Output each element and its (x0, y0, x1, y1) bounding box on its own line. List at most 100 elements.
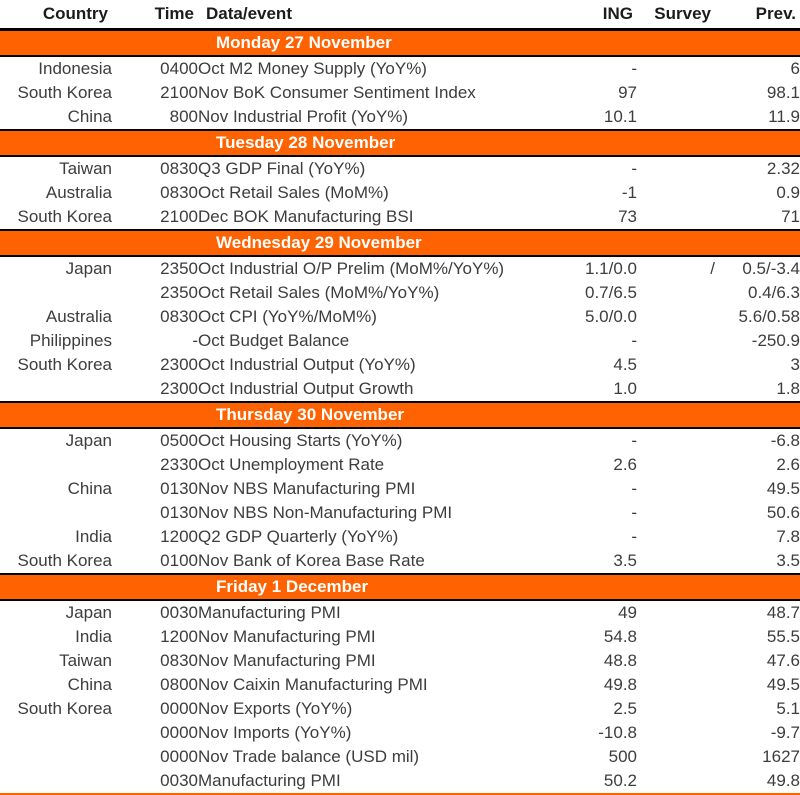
calendar-row: Taiwan 0830 Nov Manufacturing PMI 48.8 4… (0, 649, 800, 673)
ing-cell: 3.5 (560, 549, 637, 574)
prev-cell: 0.5/-3.4 (715, 256, 800, 281)
day-section-row: Thursday 30 November (0, 401, 800, 429)
country-cell (0, 281, 112, 305)
prev-cell: 6 (715, 56, 800, 81)
calendar-row: India 1200 Nov Manufacturing PMI 54.8 55… (0, 625, 800, 649)
prev-cell: -250.9 (715, 329, 800, 353)
time-cell: 2350 (112, 256, 198, 281)
day-section-row: Friday 1 December (0, 573, 800, 601)
time-cell: 0030 (112, 600, 198, 625)
day-section-title: Thursday 30 November (0, 401, 800, 429)
ing-cell: - (560, 525, 637, 549)
event-cell: Oct Industrial O/P Prelim (MoM%/YoY%) (198, 256, 560, 281)
prev-cell: 11.9 (715, 105, 800, 130)
survey-cell (637, 501, 715, 525)
event-cell: Manufacturing PMI (198, 600, 560, 625)
ing-cell: 5.0/0.0 (560, 305, 637, 329)
event-cell: Nov NBS Non-Manufacturing PMI (198, 501, 560, 525)
country-cell (0, 453, 112, 477)
event-cell: Nov NBS Manufacturing PMI (198, 477, 560, 501)
ing-cell: 1.1/0.0 (560, 256, 637, 281)
event-cell: Manufacturing PMI (198, 769, 560, 794)
time-cell: - (112, 329, 198, 353)
calendar-row: 0000 Nov Trade balance (USD mil) 500 162… (0, 745, 800, 769)
column-header-time: Time (112, 0, 198, 31)
survey-cell (637, 525, 715, 549)
country-cell: Indonesia (0, 56, 112, 81)
country-cell: Australia (0, 181, 112, 205)
prev-cell: 47.6 (715, 649, 800, 673)
prev-cell: 7.8 (715, 525, 800, 549)
country-cell: South Korea (0, 697, 112, 721)
country-cell: China (0, 105, 112, 130)
prev-cell: -9.7 (715, 721, 800, 745)
day-section-title: Tuesday 28 November (0, 129, 800, 157)
survey-cell (637, 329, 715, 353)
calendar-row: China 800 Nov Industrial Profit (YoY%) 1… (0, 105, 800, 130)
time-cell: 0030 (112, 769, 198, 794)
calendar-row: India 1200 Q2 GDP Quarterly (YoY%) - 7.8 (0, 525, 800, 549)
calendar-row: 2300 Oct Industrial Output Growth 1.0 1.… (0, 377, 800, 402)
column-header-country: Country (0, 0, 112, 31)
calendar-row: Australia 0830 Oct CPI (YoY%/MoM%) 5.0/0… (0, 305, 800, 329)
time-cell: 0830 (112, 305, 198, 329)
calendar-row: Japan 0500 Oct Housing Starts (YoY%) - -… (0, 428, 800, 453)
time-cell: 1200 (112, 525, 198, 549)
survey-cell (637, 81, 715, 105)
event-cell: Q3 GDP Final (YoY%) (198, 156, 560, 181)
time-cell: 2100 (112, 205, 198, 230)
event-cell: Oct Budget Balance (198, 329, 560, 353)
survey-cell (637, 205, 715, 230)
event-cell: Nov Bank of Korea Base Rate (198, 549, 560, 574)
prev-cell: 48.7 (715, 600, 800, 625)
time-cell: 0000 (112, 721, 198, 745)
prev-cell: 2.6 (715, 453, 800, 477)
prev-cell: 1627 (715, 745, 800, 769)
calendar-row: Taiwan 0830 Q3 GDP Final (YoY%) - 2.32 (0, 156, 800, 181)
survey-cell (637, 377, 715, 402)
event-cell: Oct Retail Sales (MoM%) (198, 181, 560, 205)
ing-cell: - (560, 477, 637, 501)
calendar-row: 0130 Nov NBS Non-Manufacturing PMI - 50.… (0, 501, 800, 525)
country-cell: South Korea (0, 81, 112, 105)
country-cell: China (0, 673, 112, 697)
event-cell: Q2 GDP Quarterly (YoY%) (198, 525, 560, 549)
day-section-row: Wednesday 29 November (0, 229, 800, 257)
prev-cell: 49.5 (715, 673, 800, 697)
country-cell: Japan (0, 600, 112, 625)
event-cell: Oct M2 Money Supply (YoY%) (198, 56, 560, 81)
calendar-row: Indonesia 0400 Oct M2 Money Supply (YoY%… (0, 56, 800, 81)
ing-cell: - (560, 56, 637, 81)
survey-cell (637, 625, 715, 649)
event-cell: Nov Imports (YoY%) (198, 721, 560, 745)
ing-cell: - (560, 428, 637, 453)
ing-cell: 10.1 (560, 105, 637, 130)
calendar-row: South Korea 2300 Oct Industrial Output (… (0, 353, 800, 377)
calendar-row: Japan 2350 Oct Industrial O/P Prelim (Mo… (0, 256, 800, 281)
event-cell: Nov Trade balance (USD mil) (198, 745, 560, 769)
survey-cell: / (637, 256, 715, 281)
column-header-ing: ING (560, 0, 637, 31)
survey-cell (637, 105, 715, 130)
time-cell: 0100 (112, 549, 198, 574)
time-cell: 0500 (112, 428, 198, 453)
time-cell: 2350 (112, 281, 198, 305)
ing-cell: 0.7/6.5 (560, 281, 637, 305)
time-cell: 0000 (112, 745, 198, 769)
day-section-title: Monday 27 November (0, 28, 800, 57)
calendar-row: Japan 0030 Manufacturing PMI 49 48.7 (0, 600, 800, 625)
country-cell: South Korea (0, 549, 112, 574)
survey-cell (637, 721, 715, 745)
survey-cell (637, 181, 715, 205)
calendar-row: South Korea 0000 Nov Exports (YoY%) 2.5 … (0, 697, 800, 721)
ing-cell: 4.5 (560, 353, 637, 377)
prev-cell: 3 (715, 353, 800, 377)
country-cell: China (0, 477, 112, 501)
survey-cell (637, 649, 715, 673)
event-cell: Nov Manufacturing PMI (198, 625, 560, 649)
country-cell: Taiwan (0, 649, 112, 673)
day-section-row: Tuesday 28 November (0, 129, 800, 157)
calendar-row: South Korea 2100 Nov BoK Consumer Sentim… (0, 81, 800, 105)
prev-cell: 1.8 (715, 377, 800, 402)
